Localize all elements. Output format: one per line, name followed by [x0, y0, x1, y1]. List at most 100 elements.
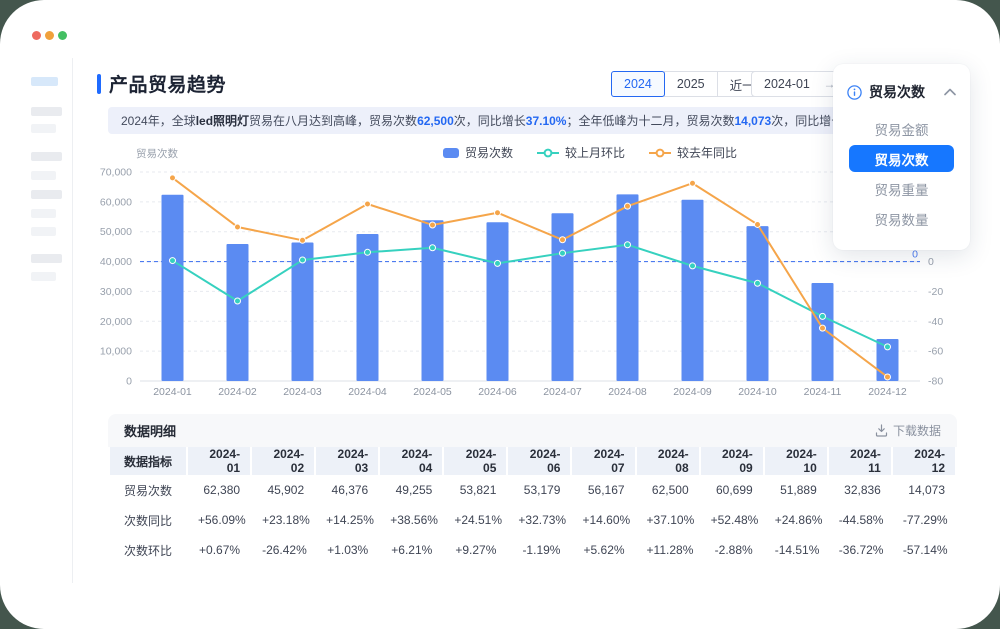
bar-2024-06[interactable] [486, 222, 509, 381]
banner-text: ；全年低峰为十二月，贸易次数 [566, 114, 735, 128]
metric-option-贸易次数[interactable]: 贸易次数 [849, 145, 954, 172]
point-较去年同比-2024-02[interactable] [234, 223, 241, 231]
x-axis-label: 2024-05 [413, 386, 452, 398]
metric-dropdown-header[interactable]: 贸易次数 [833, 64, 970, 112]
bar-2024-10[interactable] [746, 226, 769, 381]
table-title: 数据明细 [124, 424, 177, 439]
banner-highlight-value: 62,500 [417, 113, 454, 128]
cell-value: +37.10% [636, 505, 699, 535]
cell-value: -57.14% [892, 535, 955, 565]
sidebar-skeleton-item [31, 77, 58, 86]
cell-value: 53,179 [508, 475, 571, 505]
point-较上月环比-2024-02[interactable] [234, 297, 241, 305]
table-col-2024-06: 2024-06 [508, 447, 571, 475]
left-axis-tick: 10,000 [100, 346, 132, 358]
point-较上月环比-2024-03[interactable] [299, 256, 306, 264]
cell-value: -2.88% [700, 535, 763, 565]
point-较上月环比-2024-05[interactable] [429, 244, 436, 252]
cell-value: +5.62% [572, 535, 635, 565]
download-data-button[interactable]: 下载数据 [875, 422, 941, 439]
point-较上月环比-2024-10[interactable] [754, 279, 761, 287]
cell-value: +11.28% [636, 535, 699, 565]
cell-value: +32.73% [508, 505, 571, 535]
row-label: 贸易次数 [110, 475, 186, 505]
metric-option-贸易数量[interactable]: 贸易数量 [874, 212, 929, 228]
right-axis-tick: -80 [928, 376, 943, 388]
point-较上月环比-2024-11[interactable] [819, 312, 826, 320]
legend-line-marker [649, 148, 671, 157]
point-较去年同比-2024-09[interactable] [689, 179, 696, 187]
window-maximize-button[interactable] [58, 31, 67, 40]
point-较去年同比-2024-03[interactable] [299, 236, 306, 244]
point-较上月环比-2024-12[interactable] [884, 343, 891, 351]
point-较去年同比-2024-11[interactable] [819, 324, 826, 332]
point-较去年同比-2024-01[interactable] [169, 174, 176, 182]
zero-baseline-label: 0 [912, 249, 918, 261]
legend-item-较上月环比[interactable]: 较上月环比 [536, 144, 625, 161]
page-title-block: 产品贸易趋势 [97, 70, 226, 97]
point-较去年同比-2024-10[interactable] [754, 220, 761, 228]
table-col-2024-01: 2024-01 [188, 447, 251, 475]
data-table: 数据指标 2024-01 2024-02 2024-03 2024-04 2024-05 2… [108, 447, 957, 565]
sidebar-skeleton-item [31, 272, 56, 281]
bar-2024-11[interactable] [811, 282, 834, 381]
bar-2024-02[interactable] [226, 243, 249, 381]
table-row-贸易次数: 贸易次数 62,380 45,902 46,376 49,255 53,821 53,179… [110, 475, 955, 505]
point-较上月环比-2024-08[interactable] [624, 241, 631, 249]
bar-2024-05[interactable] [421, 220, 444, 381]
point-较上月环比-2024-07[interactable] [559, 249, 566, 257]
table-col-2024-10: 2024-10 [764, 447, 827, 475]
bar-2024-01[interactable] [161, 194, 184, 381]
chart-canvas[interactable]: 0 10,000 20,000 30,000 40,000 50,000 60,000 70,… [100, 138, 960, 402]
year-filter-2024[interactable]: 2024 [611, 71, 665, 97]
cell-value: -26.42% [252, 535, 315, 565]
point-较去年同比-2024-06[interactable] [494, 209, 501, 217]
row-label: 次数同比 [110, 505, 186, 535]
cell-value: 46,376 [316, 475, 379, 505]
window-minimize-button[interactable] [45, 31, 54, 40]
x-axis-label: 2024-03 [283, 386, 322, 398]
cell-value: -77.29% [892, 505, 955, 535]
x-axis-label: 2024-01 [153, 386, 192, 398]
legend-line-marker [536, 148, 559, 157]
metric-option-贸易重量[interactable]: 贸易重量 [874, 182, 929, 198]
cell-value: 32,836 [828, 475, 891, 505]
bar-2024-07[interactable] [551, 213, 574, 381]
point-较上月环比-2024-04[interactable] [364, 248, 371, 256]
point-较去年同比-2024-12[interactable] [884, 373, 891, 381]
right-axis-tick: -60 [928, 346, 943, 358]
bar-2024-04[interactable] [356, 233, 379, 381]
chevron-up-icon[interactable] [944, 88, 956, 96]
cell-value: 62,380 [188, 475, 251, 505]
cell-value: +6.21% [380, 535, 443, 565]
bar-2024-09[interactable] [681, 199, 704, 381]
row-label: 次数环比 [110, 535, 186, 565]
point-较去年同比-2024-07[interactable] [559, 236, 566, 244]
cell-value: -14.51% [764, 535, 827, 565]
trade-trend-chart: 贸易次数 贸易次数 较上月环比 较去年同比 0 10,000 20,000 30,000 4… [100, 138, 960, 402]
metric-option-贸易金额[interactable]: 贸易金额 [874, 122, 929, 138]
bar-2024-03[interactable] [291, 242, 314, 381]
cell-value: +24.86% [764, 505, 827, 535]
point-较去年同比-2024-08[interactable] [624, 202, 631, 210]
date-range-start[interactable]: 2024-01 [764, 77, 810, 91]
point-较上月环比-2024-06[interactable] [494, 259, 501, 267]
banner-highlight-value: 37.10% [525, 113, 567, 128]
point-较上月环比-2024-09[interactable] [689, 262, 696, 270]
window-close-button[interactable] [32, 31, 41, 40]
point-较去年同比-2024-04[interactable] [364, 200, 371, 208]
right-axis-tick: -20 [928, 286, 943, 298]
banner-highlight-value: 14,073 [734, 113, 772, 128]
point-较上月环比-2024-01[interactable] [169, 257, 176, 265]
legend-item-贸易次数[interactable]: 贸易次数 [442, 144, 513, 161]
point-较去年同比-2024-05[interactable] [429, 221, 436, 229]
banner-text: 次，同比增长 [771, 114, 844, 128]
bar-2024-08[interactable] [616, 194, 639, 381]
bar-2024-12[interactable] [876, 338, 899, 381]
x-axis-label: 2024-10 [738, 386, 777, 398]
year-filter-2025[interactable]: 2025 [663, 71, 718, 97]
table-col-2024-04: 2024-04 [380, 447, 443, 475]
x-axis-label: 2024-12 [868, 386, 907, 398]
legend-item-较去年同比[interactable]: 较去年同比 [649, 144, 737, 161]
